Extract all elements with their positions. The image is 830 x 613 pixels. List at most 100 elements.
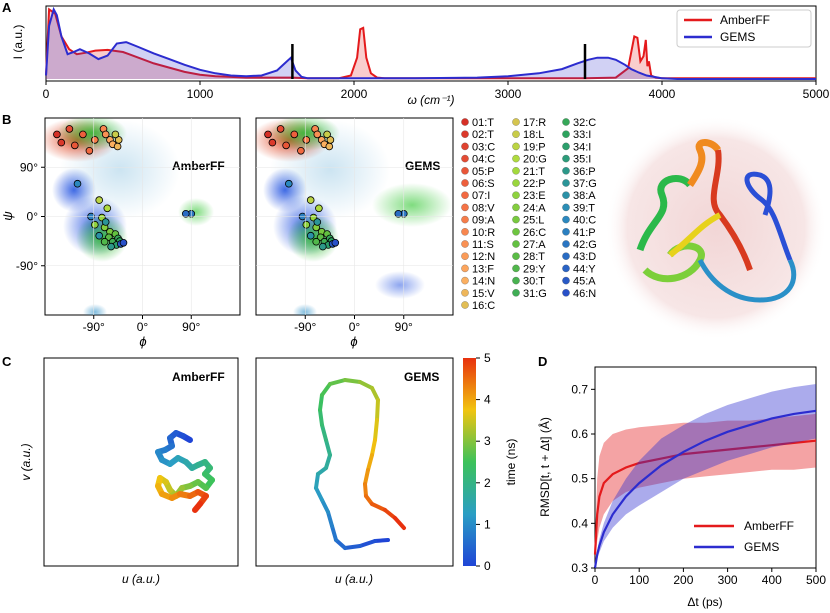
traj-seg-gems-24 bbox=[363, 468, 370, 486]
a-xtick-label-0: 0 bbox=[43, 87, 50, 101]
line-amberff bbox=[45, 7, 816, 80]
panel-d-rmsd: 0 100 200 300 400 500 0.3 0.4 0.5 0.6 0.7 RMSD[t, … bbox=[537, 366, 826, 609]
traj-seg-gems-2 bbox=[343, 544, 362, 550]
residue-label-14: 15:V bbox=[472, 288, 495, 300]
residue-label-4: 05:P bbox=[472, 166, 495, 178]
residue-label-42: 43:D bbox=[573, 251, 596, 263]
density-edge-amberff bbox=[83, 304, 107, 315]
traj-seg-gems-17 bbox=[343, 378, 362, 384]
traj-seg-gems-20 bbox=[375, 398, 380, 422]
traj-seg-gems-12 bbox=[320, 423, 328, 442]
cb-tick-label-1: 1 bbox=[484, 517, 491, 531]
residue-marker-gems-11 bbox=[325, 142, 334, 151]
d-ytick-label-2: 0.5 bbox=[571, 472, 588, 486]
residue-label-41: 42:G bbox=[573, 239, 597, 251]
residue-label-12: 13:F bbox=[472, 263, 494, 275]
residue-swatch-4 bbox=[461, 167, 469, 175]
residue-marker-gems-12 bbox=[326, 136, 335, 144]
residue-swatch-30 bbox=[512, 289, 520, 297]
residue-label-20: 21:T bbox=[523, 166, 545, 178]
residue-swatch-40 bbox=[562, 228, 570, 236]
traj-seg-gems-10 bbox=[324, 453, 332, 470]
cb-tick-label-0: 0 bbox=[484, 559, 491, 573]
residue-label-1: 02:T bbox=[472, 129, 494, 141]
residue-swatch-15 bbox=[461, 301, 469, 309]
residue-marker-gems-17 bbox=[302, 220, 311, 229]
panel-c-trajectories: AmberFF GEMS u (a.u.) u (a.u.) v (a.u.) … bbox=[19, 351, 518, 586]
rmsd-line-amberff bbox=[593, 439, 817, 555]
area-gems bbox=[46, 9, 816, 79]
d-ytick-label-0: 0.3 bbox=[571, 561, 588, 575]
traj-seg-gems-21 bbox=[373, 418, 379, 442]
panel-a-legend: AmberFF GEMS bbox=[676, 9, 812, 48]
panel-b-ramachandran: AmberFF GEMS -90° 0° 90° 90° 0° -90° -90° 0° 90°… bbox=[0, 116, 827, 349]
density-lower-gems bbox=[375, 271, 425, 299]
residue-label-24: 25:L bbox=[523, 215, 544, 227]
residue-marker-amberff-17 bbox=[91, 220, 99, 229]
traj-ylabel: v (a.u.) bbox=[19, 443, 33, 480]
residue-label-13: 14:N bbox=[472, 276, 495, 288]
cb-tick-label-5: 5 bbox=[484, 351, 491, 365]
rama-xlabel-gems: ϕ bbox=[350, 334, 357, 349]
residue-marker-amberff-15 bbox=[103, 204, 112, 213]
protein-structure-render bbox=[605, 116, 827, 340]
a-xtick-label-3: 3000 bbox=[495, 87, 522, 101]
traj-seg-gems-22 bbox=[370, 438, 377, 457]
residue-marker-gems-35 bbox=[331, 239, 340, 247]
a-xtick-label-4: 4000 bbox=[649, 87, 676, 101]
residue-swatch-3 bbox=[461, 154, 469, 163]
d-ytick-label-1: 0.4 bbox=[571, 516, 588, 530]
residue-swatch-2 bbox=[461, 142, 469, 151]
residue-marker-gems-8 bbox=[313, 130, 322, 139]
panel-a-ylabel: I (a.u.) bbox=[11, 25, 25, 60]
residue-marker-amberff-13 bbox=[111, 130, 120, 139]
d-xtick-label-5: 500 bbox=[806, 573, 826, 587]
residue-label-37: 38:A bbox=[573, 190, 596, 202]
residue-swatch-0 bbox=[461, 118, 469, 126]
residue-swatch-13 bbox=[461, 276, 469, 285]
b-xtick-label-1-2: 90° bbox=[395, 320, 413, 334]
b-xtick-label-0-2: 90° bbox=[182, 320, 200, 334]
residue-marker-gems-15 bbox=[315, 204, 323, 213]
residue-marker-gems-2 bbox=[276, 125, 285, 133]
residue-label-28: 29:Y bbox=[523, 263, 546, 275]
cb-tick-label-3: 3 bbox=[484, 434, 491, 448]
trajectory-amberff bbox=[155, 430, 215, 513]
loop-blue bbox=[744, 171, 793, 261]
colorbar-label: time (ns) bbox=[504, 439, 518, 486]
traj-frame-gems bbox=[255, 357, 454, 567]
residue-marker-gems-5 bbox=[297, 147, 305, 155]
traj-seg-gems-7 bbox=[314, 486, 324, 502]
traj-seg-gems-16 bbox=[328, 378, 347, 386]
traj-seg-gems-8 bbox=[314, 472, 320, 490]
residue-label-8: 09:A bbox=[472, 215, 495, 227]
residue-label-7: 08:V bbox=[472, 202, 495, 214]
residue-swatch-41 bbox=[562, 240, 570, 248]
b-ytick-label-1: 0° bbox=[27, 210, 39, 224]
residue-swatch-14 bbox=[461, 289, 469, 297]
residue-marker-amberff-14 bbox=[95, 196, 103, 204]
residue-swatch-32 bbox=[562, 130, 570, 138]
residue-marker-amberff-4 bbox=[79, 130, 87, 139]
residue-swatch-24 bbox=[512, 215, 520, 224]
panel-a-xlabel: ω (cm⁻¹) bbox=[408, 93, 455, 107]
panel-label-a: A bbox=[2, 0, 12, 15]
rama-ylabel: ψ bbox=[0, 211, 15, 221]
residue-swatch-35 bbox=[562, 167, 570, 175]
traj-xlabel-amberff: u (a.u.) bbox=[122, 572, 160, 586]
residue-legend: 01:T02:T03:C04:C05:P06:S07:I08:V09:A10:R… bbox=[461, 117, 597, 312]
residue-marker-amberff-27 bbox=[107, 242, 115, 251]
residue-label-6: 07:I bbox=[472, 190, 490, 202]
band-gems bbox=[595, 384, 816, 571]
residue-label-30: 31:G bbox=[523, 288, 547, 300]
residue-marker-gems-27 bbox=[318, 242, 327, 251]
residue-marker-amberff-35 bbox=[119, 239, 128, 247]
residue-label-0: 01:T bbox=[472, 117, 494, 129]
residue-swatch-45 bbox=[562, 289, 570, 297]
residue-label-16: 17:R bbox=[523, 117, 546, 129]
residue-label-2: 03:C bbox=[472, 141, 495, 153]
rama-title-gems: GEMS bbox=[405, 159, 440, 173]
residue-marker-gems-6 bbox=[302, 136, 311, 144]
helix-segment-orange bbox=[687, 139, 721, 187]
a-xtick-label-1: 1000 bbox=[187, 87, 214, 101]
